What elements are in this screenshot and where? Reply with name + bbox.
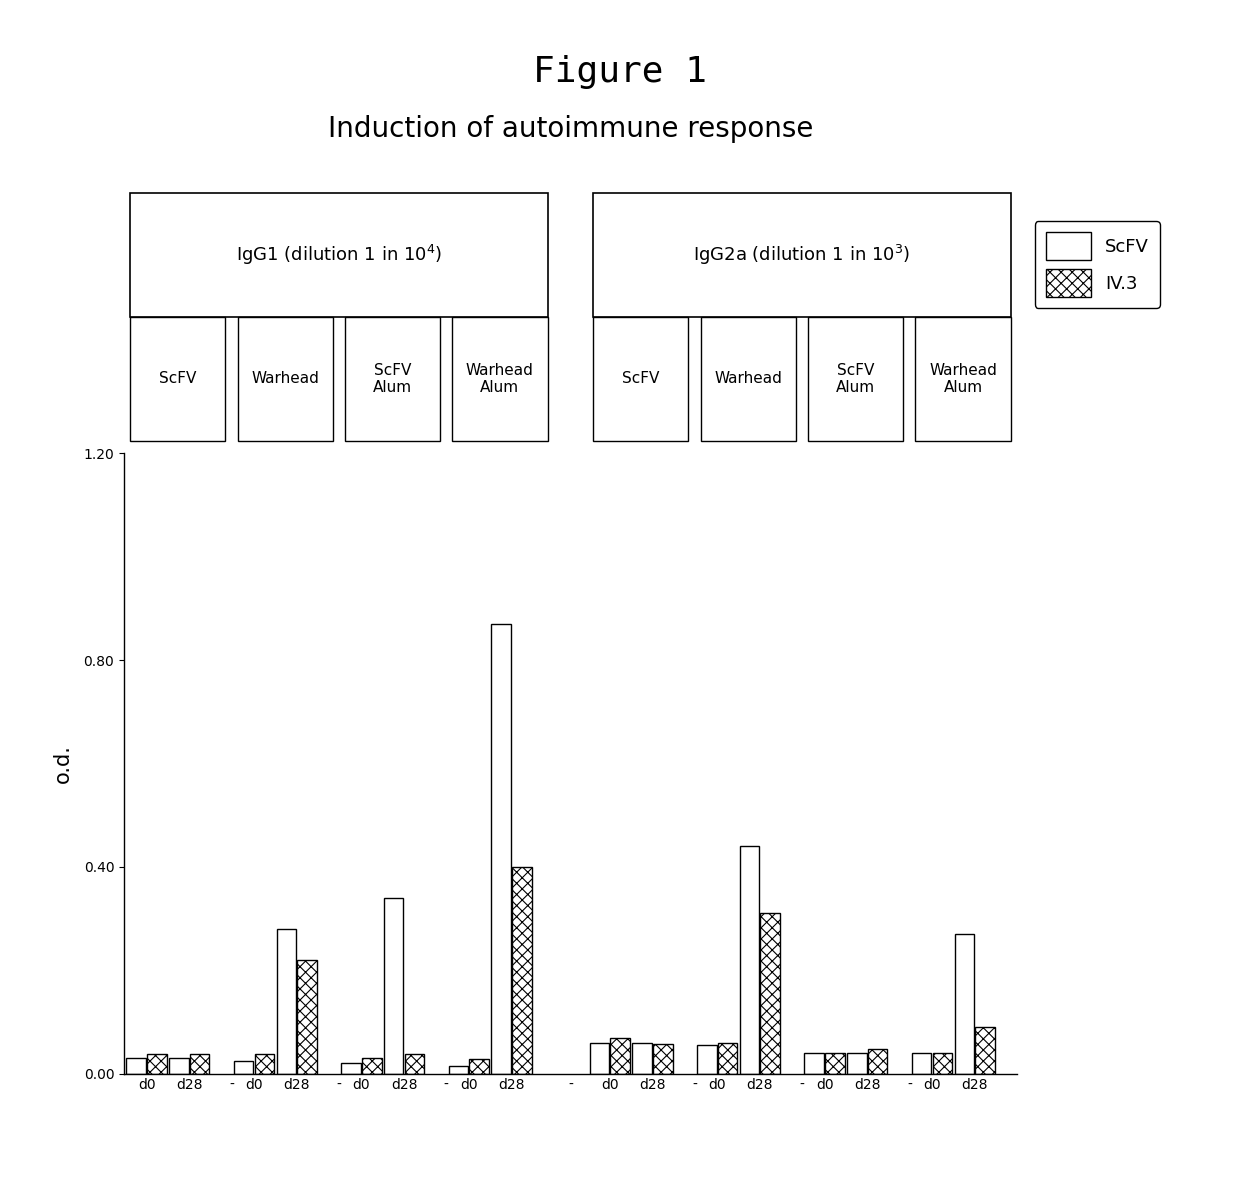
Bar — [384, 898, 403, 1074]
Bar — [512, 867, 532, 1074]
Bar — [234, 1061, 253, 1074]
Bar — [404, 1055, 424, 1074]
Bar — [148, 1055, 166, 1074]
Text: Warhead: Warhead — [714, 371, 782, 387]
Bar — [190, 1055, 210, 1074]
Y-axis label: o.d.: o.d. — [52, 744, 72, 783]
Bar — [449, 1067, 469, 1074]
Bar — [169, 1058, 188, 1074]
Bar — [590, 1043, 609, 1074]
Bar — [976, 1027, 994, 1074]
Bar — [362, 1058, 382, 1074]
Bar — [126, 1058, 146, 1074]
Bar — [341, 1063, 361, 1074]
Bar — [470, 1059, 489, 1074]
Bar — [760, 914, 780, 1074]
Bar — [298, 960, 317, 1074]
Text: Warhead
Alum: Warhead Alum — [466, 363, 534, 395]
Bar — [868, 1049, 888, 1074]
Bar — [847, 1053, 867, 1074]
Bar — [610, 1038, 630, 1074]
Text: ScFV
Alum: ScFV Alum — [373, 363, 412, 395]
Text: ScFV: ScFV — [159, 371, 196, 387]
Bar — [718, 1043, 738, 1074]
Text: Warhead: Warhead — [252, 371, 319, 387]
Bar — [254, 1055, 274, 1074]
Bar — [491, 624, 511, 1074]
Text: Induction of autoimmune response: Induction of autoimmune response — [327, 116, 813, 143]
Bar — [825, 1053, 844, 1074]
Bar — [277, 929, 296, 1074]
Text: IgG2a (dilution 1 in 10$^3$): IgG2a (dilution 1 in 10$^3$) — [693, 242, 910, 267]
Bar — [932, 1053, 952, 1074]
Bar — [632, 1043, 652, 1074]
Legend: ScFV, IV.3: ScFV, IV.3 — [1034, 222, 1159, 308]
Text: Warhead
Alum: Warhead Alum — [929, 363, 997, 395]
Bar — [697, 1045, 717, 1074]
Text: ScFV: ScFV — [622, 371, 660, 387]
Text: IgG1 (dilution 1 in 10$^4$): IgG1 (dilution 1 in 10$^4$) — [236, 242, 441, 267]
Bar — [653, 1044, 672, 1074]
Bar — [911, 1053, 931, 1074]
Bar — [805, 1053, 823, 1074]
Bar — [955, 934, 975, 1074]
Bar — [740, 846, 759, 1074]
Text: ScFV
Alum: ScFV Alum — [836, 363, 875, 395]
Text: Figure 1: Figure 1 — [533, 55, 707, 88]
